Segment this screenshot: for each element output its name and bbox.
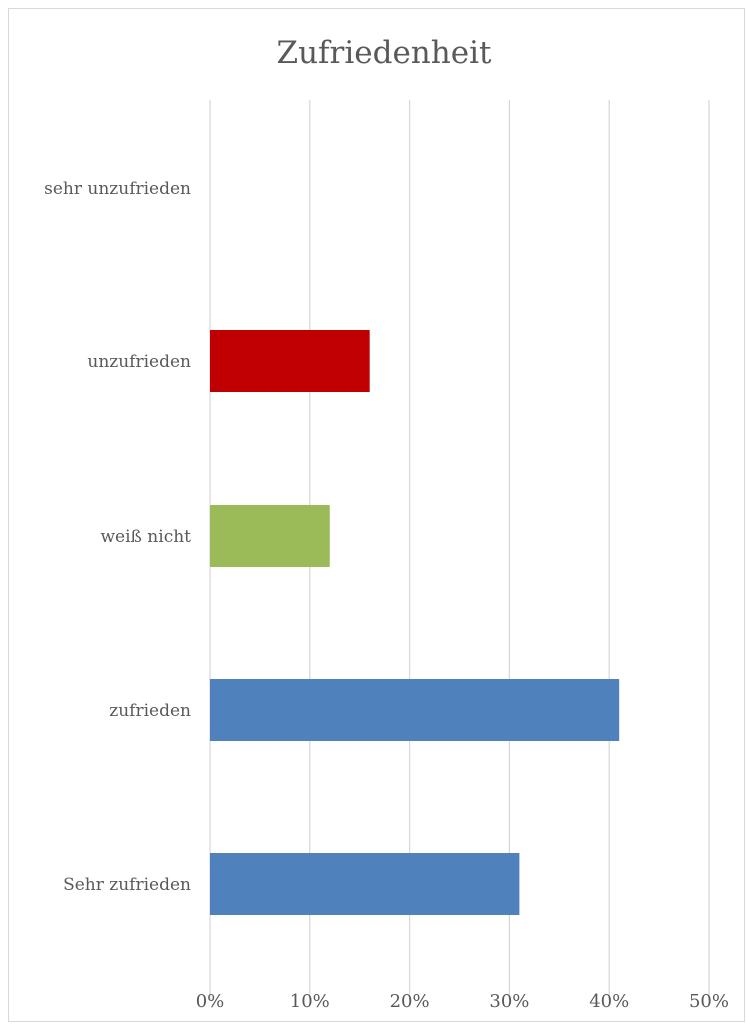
- category-label: Sehr zufrieden: [63, 875, 191, 895]
- x-tick-label: 50%: [689, 991, 729, 1012]
- chart-title: Zufriedenheit: [277, 35, 492, 71]
- category-label: unzufrieden: [87, 352, 191, 372]
- category-label: weiß nicht: [101, 527, 192, 547]
- category-label: sehr unzufrieden: [44, 179, 191, 199]
- x-tick-label: 20%: [390, 991, 430, 1012]
- bar: [210, 505, 330, 567]
- x-tick-label: 30%: [489, 991, 529, 1012]
- bars: [210, 330, 620, 915]
- category-labels: sehr unzufrieden unzufrieden weiß nicht zuf…: [44, 179, 191, 895]
- x-tick-label: 0%: [196, 991, 225, 1012]
- x-tick-labels: 0% 10% 20% 30% 40% 50%: [196, 991, 729, 1012]
- bar: [210, 679, 620, 741]
- category-label: zufrieden: [109, 701, 191, 721]
- x-tick-label: 10%: [290, 991, 330, 1012]
- bar: [210, 853, 520, 915]
- gridlines: [209, 100, 710, 1000]
- x-tick-label: 40%: [589, 991, 629, 1012]
- bar: [210, 330, 370, 392]
